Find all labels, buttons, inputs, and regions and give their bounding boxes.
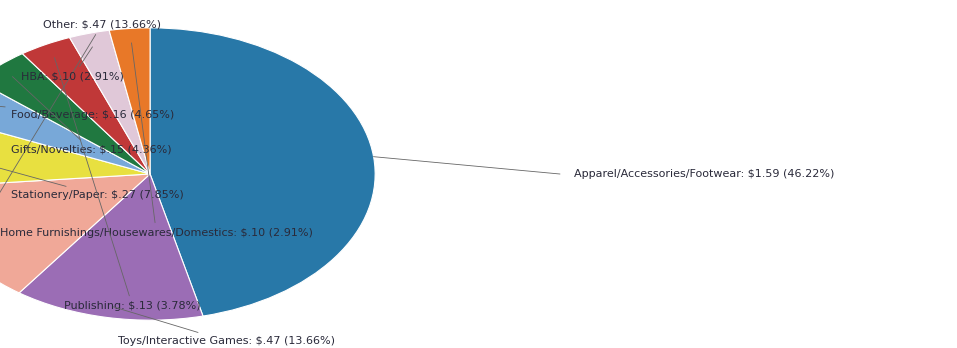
Wedge shape (22, 38, 150, 174)
Text: Home Furnishings/Housewares/Domestics: $.10 (2.91%): Home Furnishings/Housewares/Domestics: $… (0, 43, 313, 238)
Text: Toys/Interactive Games: $.47 (13.66%): Toys/Interactive Games: $.47 (13.66%) (113, 307, 335, 346)
Text: Other: $.47 (13.66%): Other: $.47 (13.66%) (0, 19, 161, 238)
Wedge shape (0, 174, 150, 293)
Wedge shape (0, 117, 150, 187)
Wedge shape (70, 30, 150, 174)
Text: Food/Beverage: $.16 (4.65%): Food/Beverage: $.16 (4.65%) (0, 104, 174, 120)
Wedge shape (19, 174, 203, 320)
Text: Publishing: $.13 (3.78%): Publishing: $.13 (3.78%) (55, 58, 201, 311)
Text: Stationery/Paper: $.27 (7.85%): Stationery/Paper: $.27 (7.85%) (0, 154, 184, 200)
Wedge shape (109, 28, 150, 174)
Text: HBA: $.10 (2.91%): HBA: $.10 (2.91%) (21, 47, 124, 81)
Wedge shape (0, 80, 150, 174)
Wedge shape (150, 28, 375, 316)
Text: Gifts/Novelties: $.15 (4.36%): Gifts/Novelties: $.15 (4.36%) (11, 77, 171, 155)
Text: Apparel/Accessories/Footwear: $1.59 (46.22%): Apparel/Accessories/Footwear: $1.59 (46.… (574, 169, 835, 179)
Wedge shape (0, 54, 150, 174)
